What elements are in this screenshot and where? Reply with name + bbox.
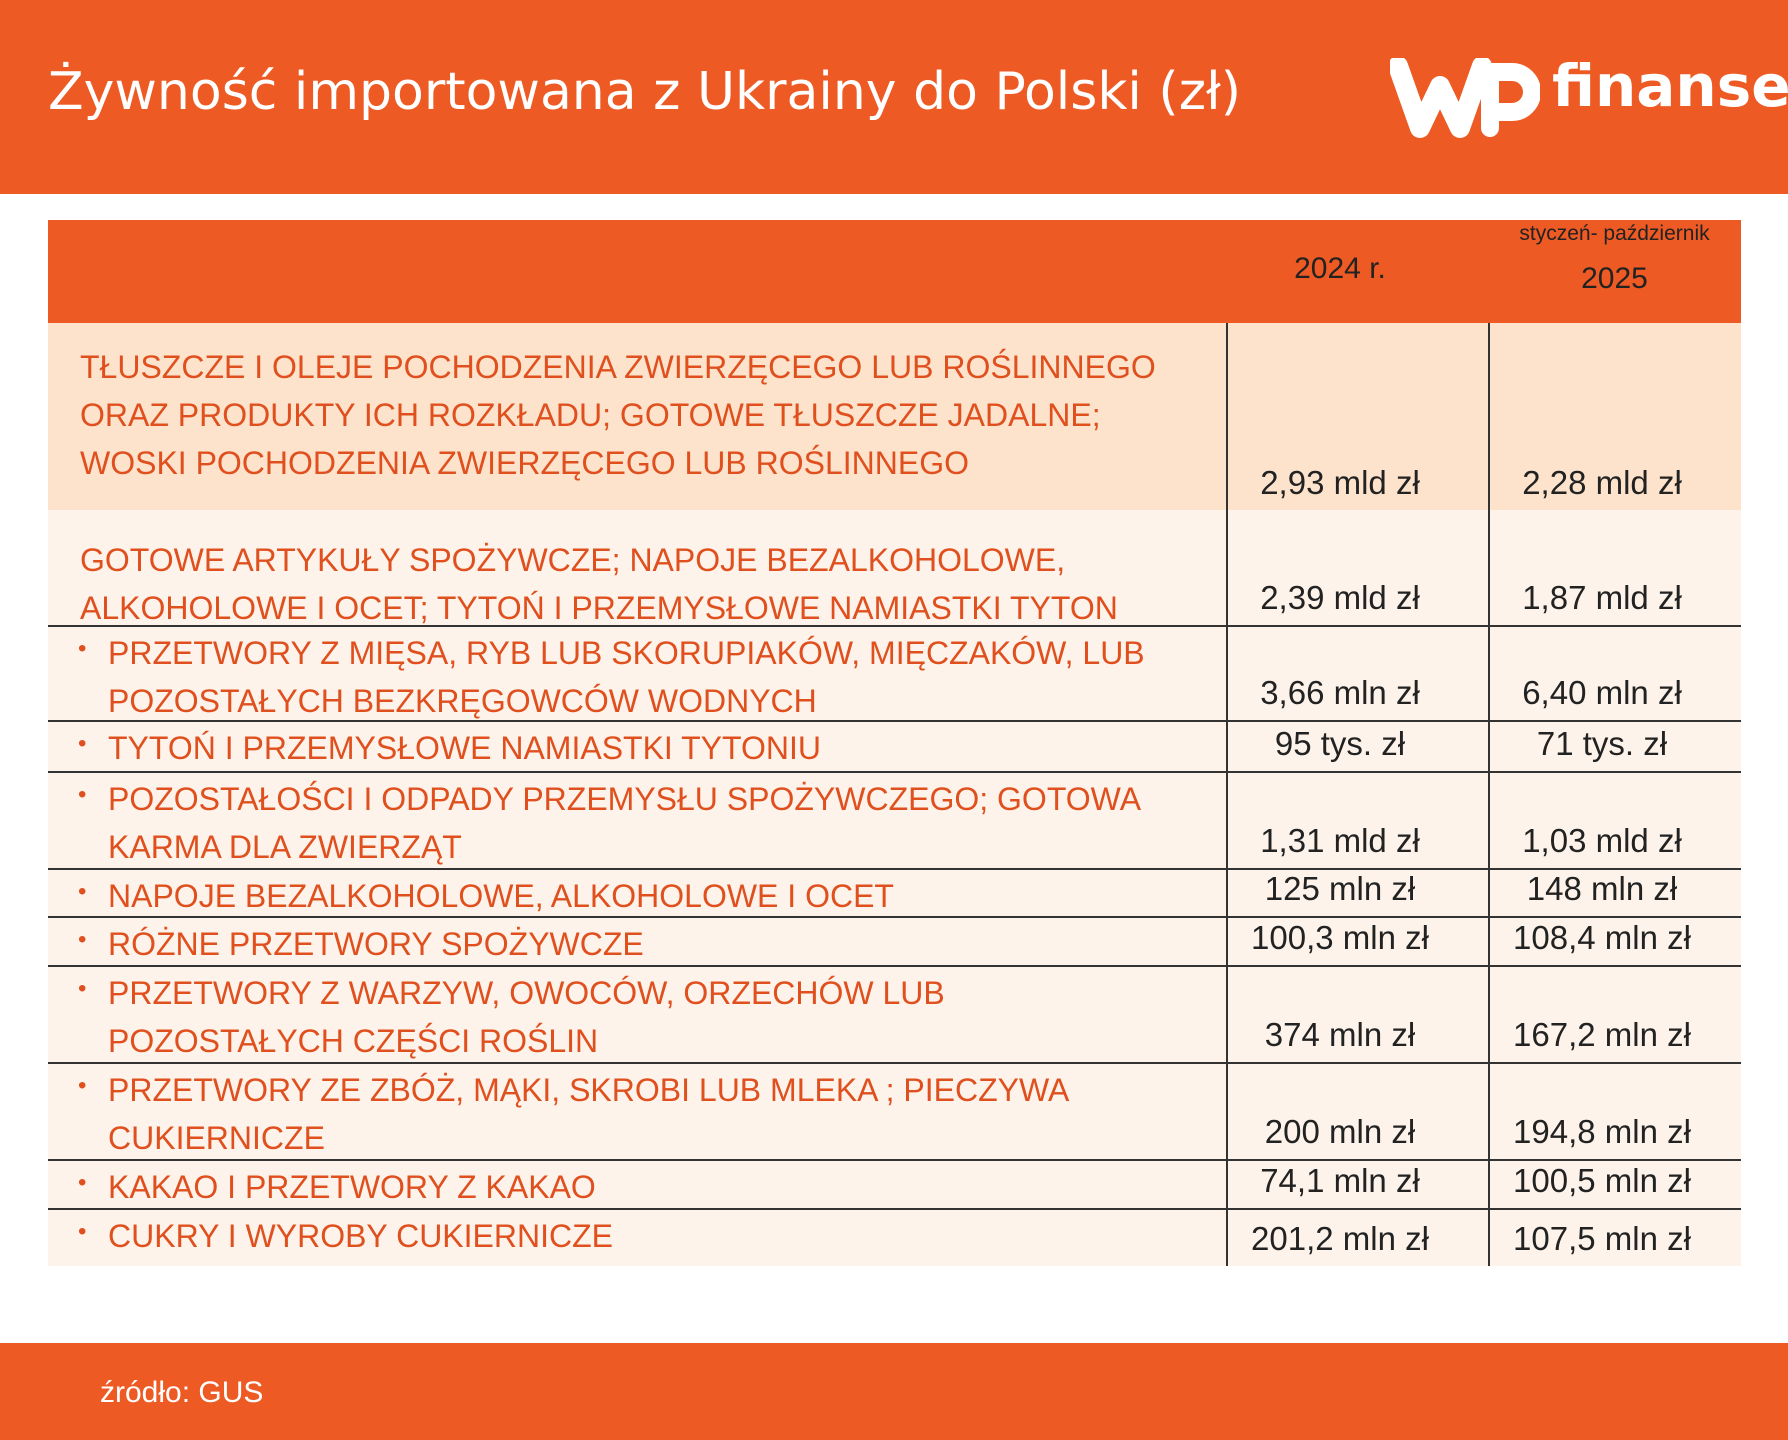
footer-band bbox=[0, 1343, 1788, 1440]
label-line: POZOSTAŁYCH BEZKRĘGOWCÓW WODNYCH bbox=[108, 683, 817, 719]
cell-value: 125 mln zł bbox=[1264, 870, 1416, 907]
cell-value: 100,5 mln zł bbox=[1513, 1162, 1691, 1199]
label-line: CUKRY I WYROBY CUKIERNICZE bbox=[108, 1218, 613, 1254]
bullet: • bbox=[78, 635, 87, 662]
row-label: TŁUSZCZE I OLEJE POCHODZENIA ZWIERZĘCEGO… bbox=[80, 343, 1156, 487]
table-row: POZOSTAŁOŚCI I ODPADY PRZEMYSŁU SPOŻYWCZ… bbox=[48, 773, 1741, 870]
table-row: PRZETWORY ZE ZBÓŻ, MĄKI, SKROBI LUB MLEK… bbox=[48, 1064, 1741, 1161]
cell-value: 100,3 mln zł bbox=[1251, 919, 1429, 956]
row-label: POZOSTAŁOŚCI I ODPADY PRZEMYSŁU SPOŻYWCZ… bbox=[108, 775, 1141, 871]
bullet: • bbox=[78, 926, 87, 953]
cell-value: 1,31 mld zł bbox=[1260, 822, 1420, 859]
cell-value: 167,2 mln zł bbox=[1513, 1016, 1691, 1053]
bullet: • bbox=[78, 878, 87, 905]
bullet: • bbox=[78, 730, 87, 757]
cell-value: 194,8 mln zł bbox=[1513, 1113, 1691, 1150]
label-line: TŁUSZCZE I OLEJE POCHODZENIA ZWIERZĘCEGO… bbox=[80, 349, 1156, 385]
column-divider bbox=[1226, 323, 1228, 1266]
label-line: PRZETWORY Z WARZYW, OWOCÓW, ORZECHÓW LUB bbox=[108, 975, 945, 1011]
label-line: GOTOWE ARTYKUŁY SPOŻYWCZE; NAPOJE BEZALK… bbox=[80, 542, 1066, 578]
label-line: POZOSTAŁOŚCI I ODPADY PRZEMYSŁU SPOŻYWCZ… bbox=[108, 781, 1142, 817]
cell-value: 95 tys. zł bbox=[1274, 725, 1406, 762]
bullet: • bbox=[78, 975, 87, 1002]
row-label: PRZETWORY Z WARZYW, OWOCÓW, ORZECHÓW LUB… bbox=[108, 969, 945, 1065]
table-row: KAKAO I PRZETWORY Z KAKAO • 74,1 mln zł 100… bbox=[48, 1161, 1741, 1210]
label-line: RÓŻNE PRZETWORY SPOŻYWCZE bbox=[108, 926, 644, 962]
table-row: RÓŻNE PRZETWORY SPOŻYWCZE • 100,3 mln zł 10… bbox=[48, 918, 1741, 967]
cell-value: 1,87 mld zł bbox=[1522, 579, 1682, 616]
cell-value: 200 mln zł bbox=[1264, 1113, 1416, 1150]
table-row: TYTOŃ I PRZEMYSŁOWE NAMIASTKI TYTONIU • 95… bbox=[48, 722, 1741, 773]
label-line: POZOSTAŁYCH CZĘŚCI ROŚLIN bbox=[108, 1023, 599, 1059]
title: Żywność importowana z Ukrainy do Polski … bbox=[48, 62, 1242, 122]
label-line: CUKIERNICZE bbox=[108, 1120, 325, 1156]
row-label: KAKAO I PRZETWORY Z KAKAO bbox=[108, 1163, 596, 1211]
cell-value: 108,4 mln zł bbox=[1513, 919, 1691, 956]
label-line: PRZETWORY ZE ZBÓŻ, MĄKI, SKROBI LUB MLEK… bbox=[108, 1072, 1070, 1108]
bullet: • bbox=[78, 1218, 87, 1245]
row-label: RÓŻNE PRZETWORY SPOŻYWCZE bbox=[108, 920, 644, 968]
label-line: KARMA DLA ZWIERZĄT bbox=[108, 829, 462, 865]
cell-value: 107,5 mln zł bbox=[1513, 1220, 1691, 1257]
logo bbox=[1390, 58, 1540, 138]
table-header: 2024 r. styczeń- październik 2025 bbox=[48, 220, 1741, 323]
source: źródło: GUS bbox=[100, 1376, 264, 1409]
row-label: NAPOJE BEZALKOHOLOWE, ALKOHOLOWE I OCET bbox=[108, 872, 894, 920]
column-divider bbox=[1488, 323, 1490, 1266]
row-label: PRZETWORY ZE ZBÓŻ, MĄKI, SKROBI LUB MLEK… bbox=[108, 1066, 1069, 1162]
label-line: WOSKI POCHODZENIA ZWIERZĘCEGO LUB ROŚLIN… bbox=[80, 445, 969, 481]
table-row: NAPOJE BEZALKOHOLOWE, ALKOHOLOWE I OCET •… bbox=[48, 870, 1741, 918]
row-label: GOTOWE ARTYKUŁY SPOŻYWCZE; NAPOJE BEZALK… bbox=[80, 536, 1118, 632]
brand: finanse bbox=[1552, 52, 1788, 120]
cell-value: 374 mln zł bbox=[1264, 1016, 1416, 1053]
cell-value: 71 tys. zł bbox=[1536, 725, 1668, 762]
cell-value: 1,03 mld zł bbox=[1522, 822, 1682, 859]
table-row: PRZETWORY Z WARZYW, OWOCÓW, ORZECHÓW LUB… bbox=[48, 967, 1741, 1064]
label-line: PRZETWORY Z MIĘSA, RYB LUB SKORUPIAKÓW, … bbox=[108, 635, 1145, 671]
bullet: • bbox=[78, 1169, 87, 1196]
column-note: styczeń- październik bbox=[1519, 222, 1710, 245]
table-row: GOTOWE ARTYKUŁY SPOŻYWCZE; NAPOJE BEZALK… bbox=[48, 510, 1741, 627]
label-line: ORAZ PRODUKTY ICH ROZKŁADU; GOTOWE TŁUSZ… bbox=[80, 397, 1101, 433]
table-row: CUKRY I WYROBY CUKIERNICZE • 201,2 mln zł 1… bbox=[48, 1210, 1741, 1266]
column-header: 2025 bbox=[1581, 262, 1648, 295]
cell-value: 201,2 mln zł bbox=[1251, 1220, 1429, 1257]
label-line: KAKAO I PRZETWORY Z KAKAO bbox=[108, 1169, 596, 1205]
label-line: ALKOHOLOWE I OCET; TYTOŃ I PRZEMYSŁOWE N… bbox=[80, 590, 1118, 626]
label-line: TYTOŃ I PRZEMYSŁOWE NAMIASTKI TYTONIU bbox=[108, 730, 821, 766]
cell-value: 74,1 mln zł bbox=[1260, 1162, 1420, 1199]
bullet: • bbox=[78, 1072, 87, 1099]
cell-value: 3,66 mln zł bbox=[1260, 674, 1420, 711]
row-label: CUKRY I WYROBY CUKIERNICZE bbox=[108, 1212, 613, 1260]
cell-value: 148 mln zł bbox=[1526, 870, 1678, 907]
table-row: TŁUSZCZE I OLEJE POCHODZENIA ZWIERZĘCEGO… bbox=[48, 323, 1741, 510]
cell-value: 2,39 mld zł bbox=[1260, 579, 1420, 616]
cell-value: 2,28 mld zł bbox=[1522, 464, 1682, 501]
table-row: PRZETWORY Z MIĘSA, RYB LUB SKORUPIAKÓW, … bbox=[48, 627, 1741, 722]
cell-value: 2,93 mld zł bbox=[1260, 464, 1420, 501]
row-label: TYTOŃ I PRZEMYSŁOWE NAMIASTKI TYTONIU bbox=[108, 724, 821, 772]
column-header: 2024 r. bbox=[1294, 252, 1386, 285]
cell-value: 6,40 mln zł bbox=[1522, 674, 1682, 711]
row-label: PRZETWORY Z MIĘSA, RYB LUB SKORUPIAKÓW, … bbox=[108, 629, 1145, 725]
bullet: • bbox=[78, 781, 87, 808]
label-line: NAPOJE BEZALKOHOLOWE, ALKOHOLOWE I OCET bbox=[108, 878, 894, 914]
